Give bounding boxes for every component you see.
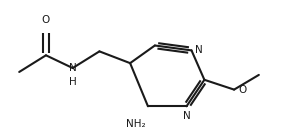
Text: N: N [183, 111, 191, 121]
Text: O: O [238, 85, 246, 95]
Text: N: N [195, 45, 203, 55]
Text: O: O [42, 15, 50, 25]
Text: NH₂: NH₂ [126, 119, 146, 129]
Text: H: H [69, 77, 77, 87]
Text: N: N [69, 63, 77, 73]
